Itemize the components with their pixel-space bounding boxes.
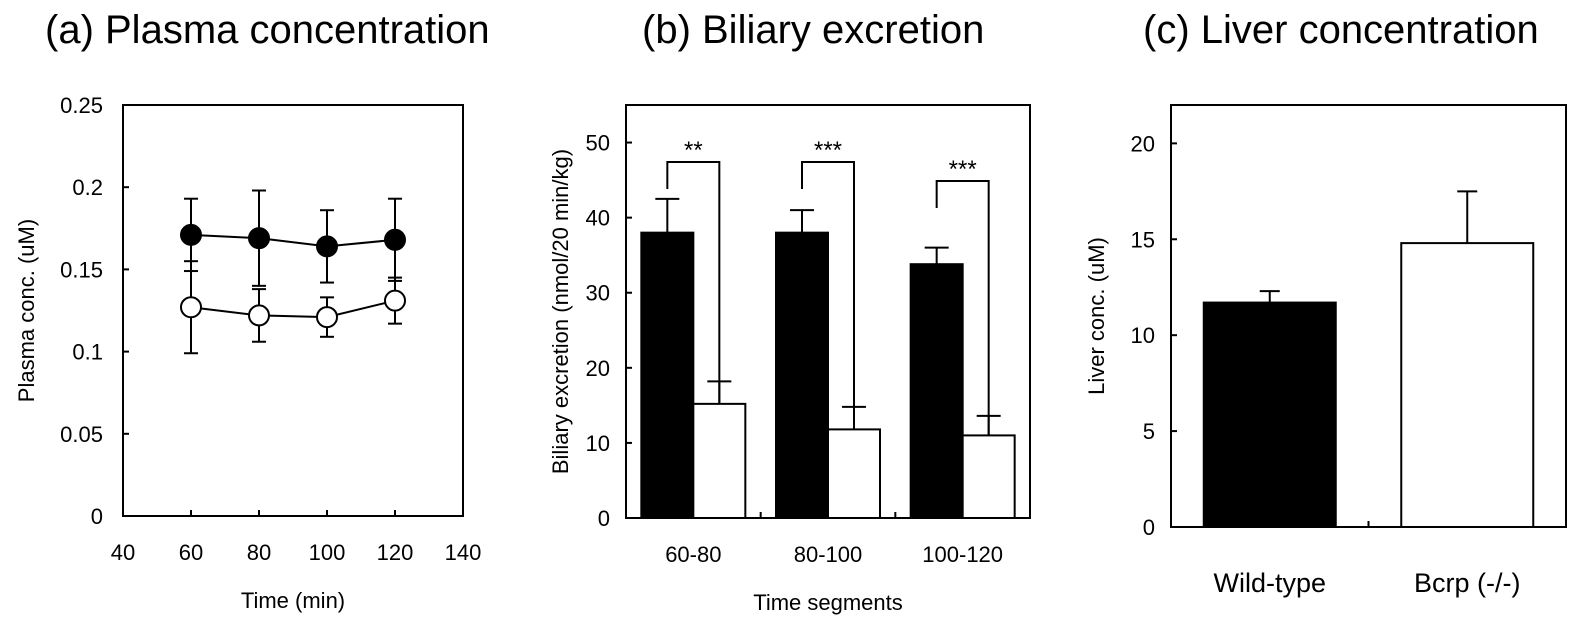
y-tick-label: 0.15 (60, 257, 103, 282)
panel-c-bar-chart: 0 5 10 15 20 Liver conc. (uM) Wild-type Bcrp (-… (1084, 104, 1567, 598)
category-label: Bcrp (-/-) (1414, 568, 1520, 598)
data-point-filled (316, 235, 338, 258)
y-axis-label: Plasma conc. (uM) (14, 219, 39, 402)
x-axis-label: Time segments (753, 590, 903, 615)
bar-open (827, 428, 881, 519)
panel-a-title: (a) Plasma concentration (45, 8, 490, 52)
bar-bcrp-knockout (1400, 242, 1535, 528)
panel-b-title: (b) Biliary excretion (642, 8, 985, 52)
bar-filled (775, 231, 829, 519)
x-tick-label: 80 (247, 540, 271, 565)
y-axis-label: Liver conc. (uM) (1084, 237, 1109, 395)
y-tick-label: 0.25 (60, 93, 103, 118)
significance-label: ** (684, 137, 703, 164)
bar-open (692, 402, 747, 519)
series-line (190, 299, 396, 319)
y-tick-label: 10 (586, 431, 610, 456)
significance-label: *** (949, 156, 977, 183)
y-axis-label: Biliary excretion (nmol/20 min/kg) (548, 149, 573, 474)
data-point-open (248, 304, 270, 327)
significance-bracket (935, 180, 990, 436)
series-line (190, 233, 396, 248)
bar-wild-type (1202, 301, 1337, 528)
y-tick-label: 50 (586, 131, 610, 156)
category-label: 100-120 (922, 542, 1003, 567)
x-tick-label: 140 (445, 540, 482, 565)
y-tick-label: 0 (91, 504, 103, 529)
y-tick-label: 20 (1131, 131, 1155, 156)
plot-frame (122, 104, 464, 517)
y-tick-label: 40 (586, 206, 610, 231)
panel-a-line-chart: 0 0.05 0.1 0.15 0.2 0.25 40 60 80 100 120 140 Time (… (14, 93, 481, 613)
bar-filled (909, 263, 964, 519)
category-label: 80-100 (794, 542, 863, 567)
y-tick-label: 5 (1143, 419, 1155, 444)
x-tick-label: 100 (309, 540, 346, 565)
y-tick-label: 0 (1143, 515, 1155, 540)
x-axis-label: Time (min) (241, 588, 345, 613)
data-point-filled (180, 223, 202, 246)
bar-filled (640, 231, 695, 519)
data-point-filled (384, 228, 406, 251)
y-tick-label: 0 (598, 506, 610, 531)
x-tick-label: 120 (377, 540, 414, 565)
category-label: 60-80 (665, 542, 721, 567)
data-point-filled (248, 227, 270, 250)
x-tick-label: 40 (111, 540, 135, 565)
category-label: Wild-type (1213, 568, 1326, 598)
y-tick-label: 0.2 (72, 175, 103, 200)
x-tick-label: 60 (179, 540, 203, 565)
significance-bracket (666, 161, 721, 404)
y-tick-label: 30 (586, 281, 610, 306)
bar-open (961, 434, 1016, 519)
y-tick-label: 15 (1131, 227, 1155, 252)
panel-c-title: (c) Liver concentration (1143, 8, 1539, 52)
data-point-open (180, 296, 202, 319)
y-tick-label: 20 (586, 356, 610, 381)
y-tick-label: 0.05 (60, 422, 103, 447)
panel-b-bar-chart: 0 10 20 30 40 50 Time segments Biliary excretio… (548, 104, 1031, 615)
y-tick-label: 0.1 (72, 340, 103, 365)
y-tick-label: 10 (1131, 323, 1155, 348)
data-point-open (316, 306, 338, 329)
data-point-open (384, 289, 406, 312)
significance-label: *** (814, 137, 842, 164)
significance-bracket (801, 161, 855, 430)
